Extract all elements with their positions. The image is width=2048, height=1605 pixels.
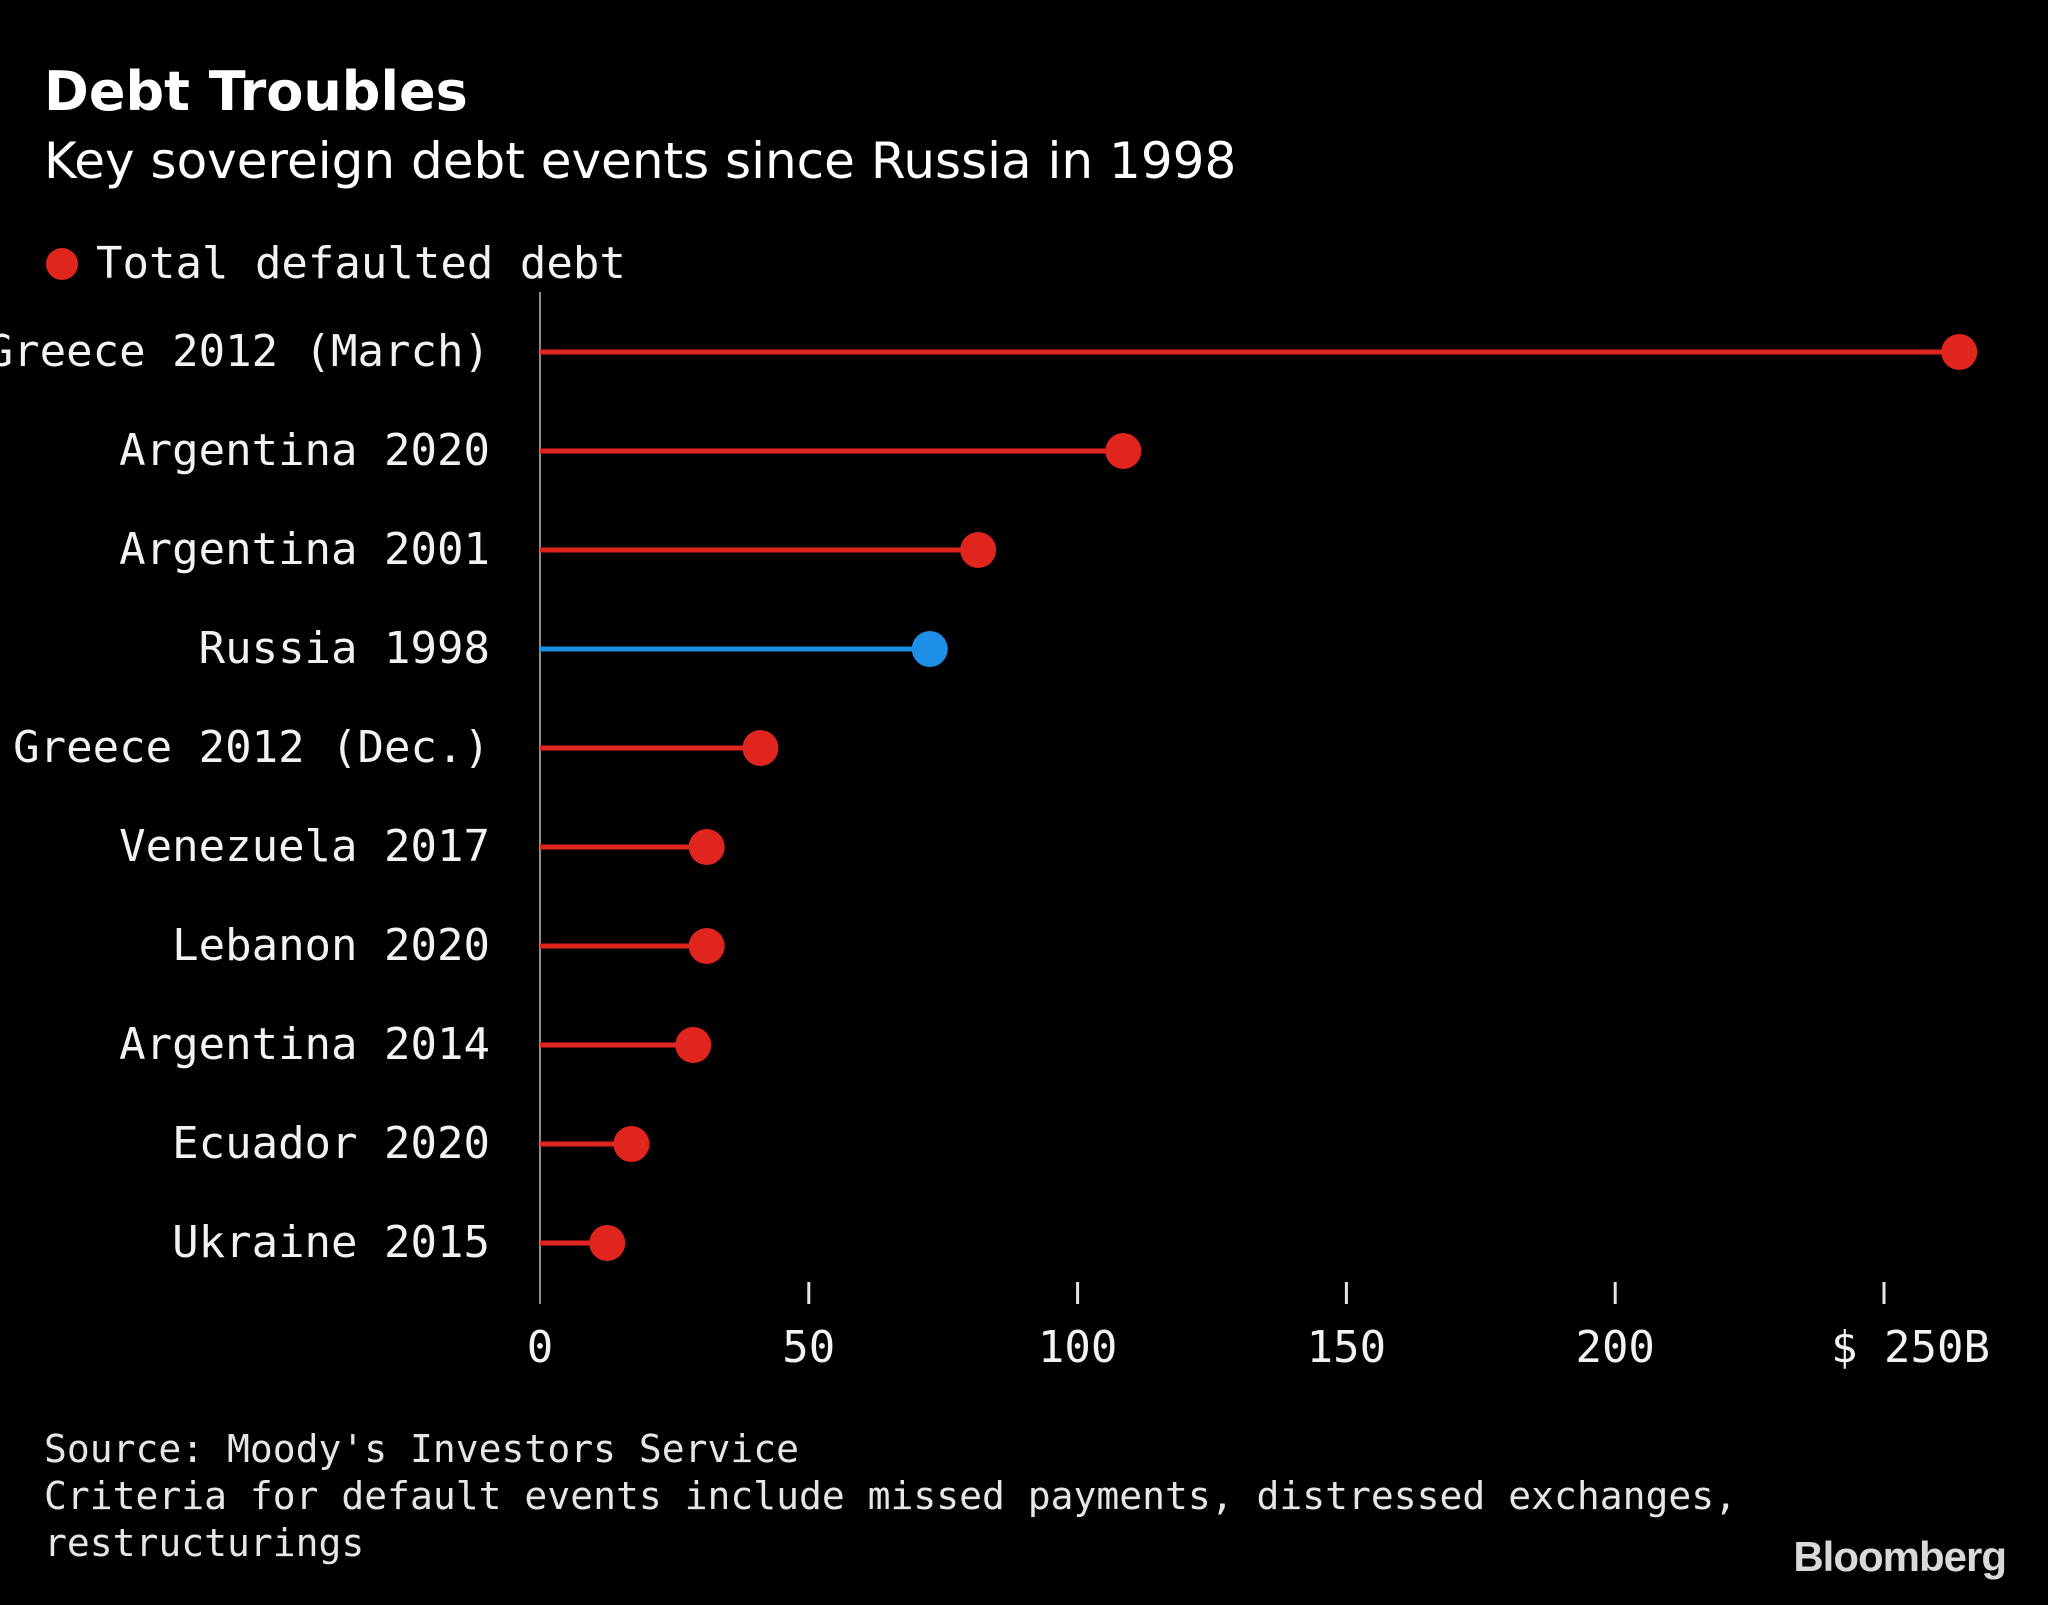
chart-title: Debt Troubles	[44, 60, 468, 123]
category-label: Ukraine 2015	[172, 1217, 490, 1268]
lollipop-dot	[675, 1027, 712, 1063]
chart-subtitle: Key sovereign debt events since Russia i…	[44, 132, 1237, 190]
x-tick-label: 200	[1575, 1322, 1654, 1373]
lollipop-dot	[1941, 334, 1978, 370]
lollipop-dot	[911, 631, 948, 667]
category-label: Venezuela 2017	[119, 821, 490, 872]
x-tick-label: $ 250B	[1831, 1322, 1990, 1373]
lollipop-dot	[742, 730, 779, 766]
category-label: Argentina 2001	[119, 524, 490, 575]
lollipop-dot	[688, 829, 725, 865]
criteria-note-line-2: restructurings	[44, 1521, 365, 1565]
source-note: Source: Moody's Investors Service	[44, 1427, 799, 1471]
lollipop-dot	[960, 532, 997, 568]
category-label: Greece 2012 (March)	[0, 326, 490, 377]
legend-label: Total defaulted debt	[96, 238, 626, 289]
lollipop-dot	[613, 1126, 650, 1162]
lollipop-dot	[688, 928, 725, 964]
footnote: Source: Moody's Investors Service Criter…	[44, 1426, 1737, 1567]
x-tick-label: 50	[782, 1322, 835, 1373]
lollipop-dot	[1105, 433, 1142, 469]
lollipop-dot	[589, 1225, 626, 1261]
category-label: Ecuador 2020	[172, 1118, 490, 1169]
x-tick-label: 150	[1307, 1322, 1386, 1373]
x-tick-label: 0	[527, 1322, 554, 1373]
lollipop-chart: 0 50 100 150 200 $ 250B Greece 2012 (March) Arg…	[0, 292, 1990, 1373]
legend: Total defaulted debt	[46, 238, 626, 289]
category-label: Argentina 2020	[119, 425, 490, 476]
bloomberg-logo: Bloomberg	[1793, 1533, 2007, 1580]
x-tick-label: 100	[1038, 1322, 1117, 1373]
legend-marker	[46, 247, 78, 280]
category-label: Greece 2012 (Dec.)	[13, 722, 490, 773]
category-label: Lebanon 2020	[172, 920, 490, 971]
criteria-note-line-1: Criteria for default events include miss…	[44, 1474, 1737, 1518]
category-label: Russia 1998	[199, 623, 490, 674]
category-label: Argentina 2014	[119, 1019, 490, 1070]
